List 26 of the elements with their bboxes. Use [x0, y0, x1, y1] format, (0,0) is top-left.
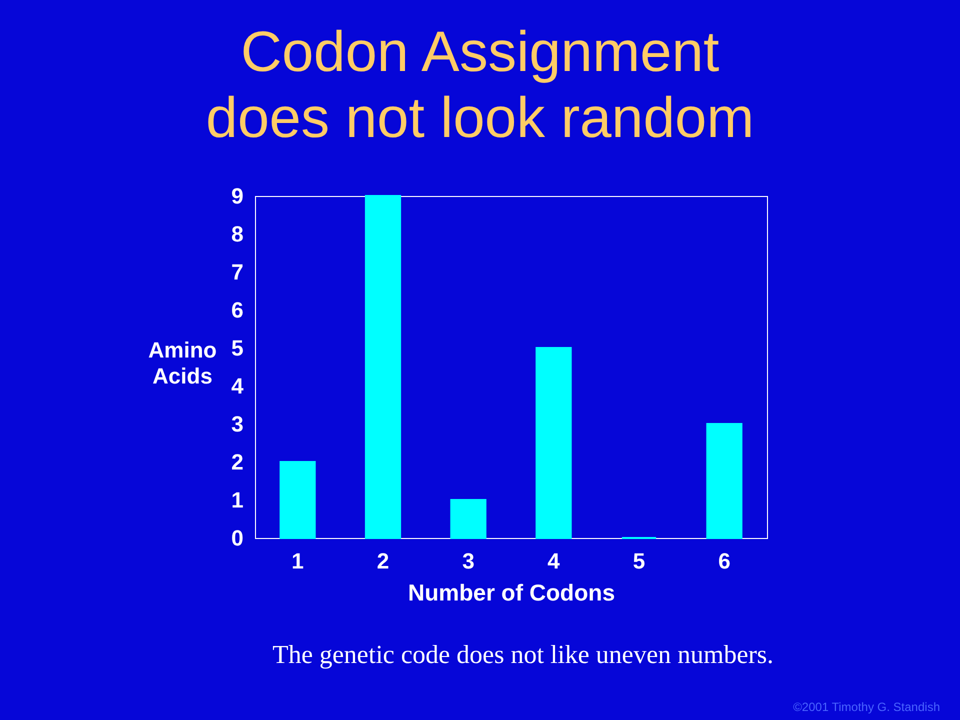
x-tick-label: 5 — [632, 548, 646, 574]
y-tick-label: 9 — [231, 184, 244, 208]
bar — [364, 195, 402, 539]
bar — [536, 347, 572, 539]
y-tick-label: 3 — [231, 412, 244, 436]
x-tick-label: 4 — [548, 548, 561, 574]
y-tick-label: 0 — [231, 526, 244, 550]
bar — [280, 461, 316, 539]
x-tick-label: 3 — [462, 548, 474, 574]
bar — [706, 423, 742, 539]
x-axis-title: Number of Codons — [408, 580, 615, 606]
x-tick-label: 6 — [718, 548, 730, 574]
chart-title: Codon Assignment does not look random — [206, 20, 754, 150]
y-tick-label: 2 — [231, 450, 244, 474]
bar — [450, 499, 486, 539]
x-tick-label: 1 — [292, 548, 304, 574]
y-tick-label: 1 — [231, 488, 244, 512]
y-tick-label: 4 — [231, 374, 244, 398]
text: ©2001 Timothy G. Standish — [793, 700, 940, 714]
y-tick-label: 5 — [231, 336, 244, 360]
text: The genetic code does not like uneven numbers. — [272, 640, 774, 669]
y-tick-label: 8 — [231, 222, 244, 246]
y-tick-label: 7 — [231, 260, 244, 284]
y-axis-title: Amino Acids — [148, 338, 217, 388]
y-tick-label: 6 — [231, 298, 244, 322]
x-tick-label: 2 — [376, 548, 390, 574]
